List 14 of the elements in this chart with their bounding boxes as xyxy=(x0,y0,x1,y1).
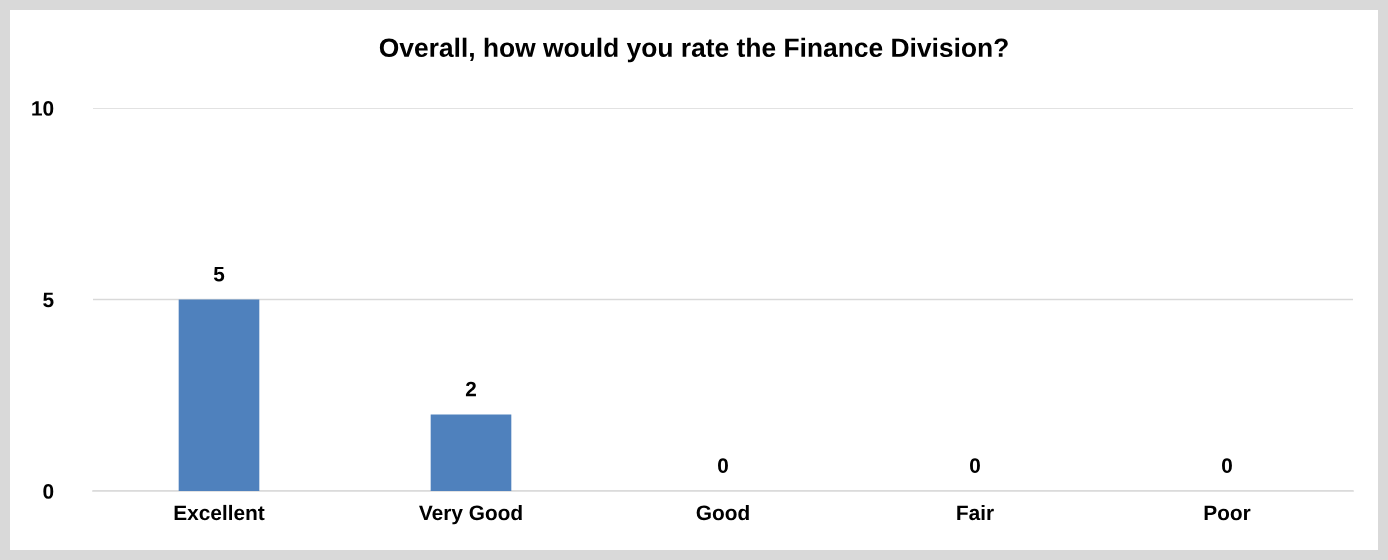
y-tick-label: 10 xyxy=(32,101,54,116)
y-tick-label: 0 xyxy=(43,484,54,499)
x-tick-label: Fair xyxy=(957,504,994,521)
x-tick-label: Very Good xyxy=(419,504,522,525)
data-label: 2 xyxy=(465,381,476,397)
data-label: 5 xyxy=(213,266,225,282)
y-tick-label: 5 xyxy=(43,292,54,308)
data-label: 0 xyxy=(718,458,728,473)
data-label: 0 xyxy=(1222,458,1232,473)
chart-title: Overall, how would you rate the Finance Division? xyxy=(379,37,1008,63)
x-tick-label: Good xyxy=(696,504,749,521)
data-label: 0 xyxy=(970,458,980,473)
x-tick-label: Excellent xyxy=(174,504,265,521)
x-tick-label: Poor xyxy=(1204,505,1251,521)
